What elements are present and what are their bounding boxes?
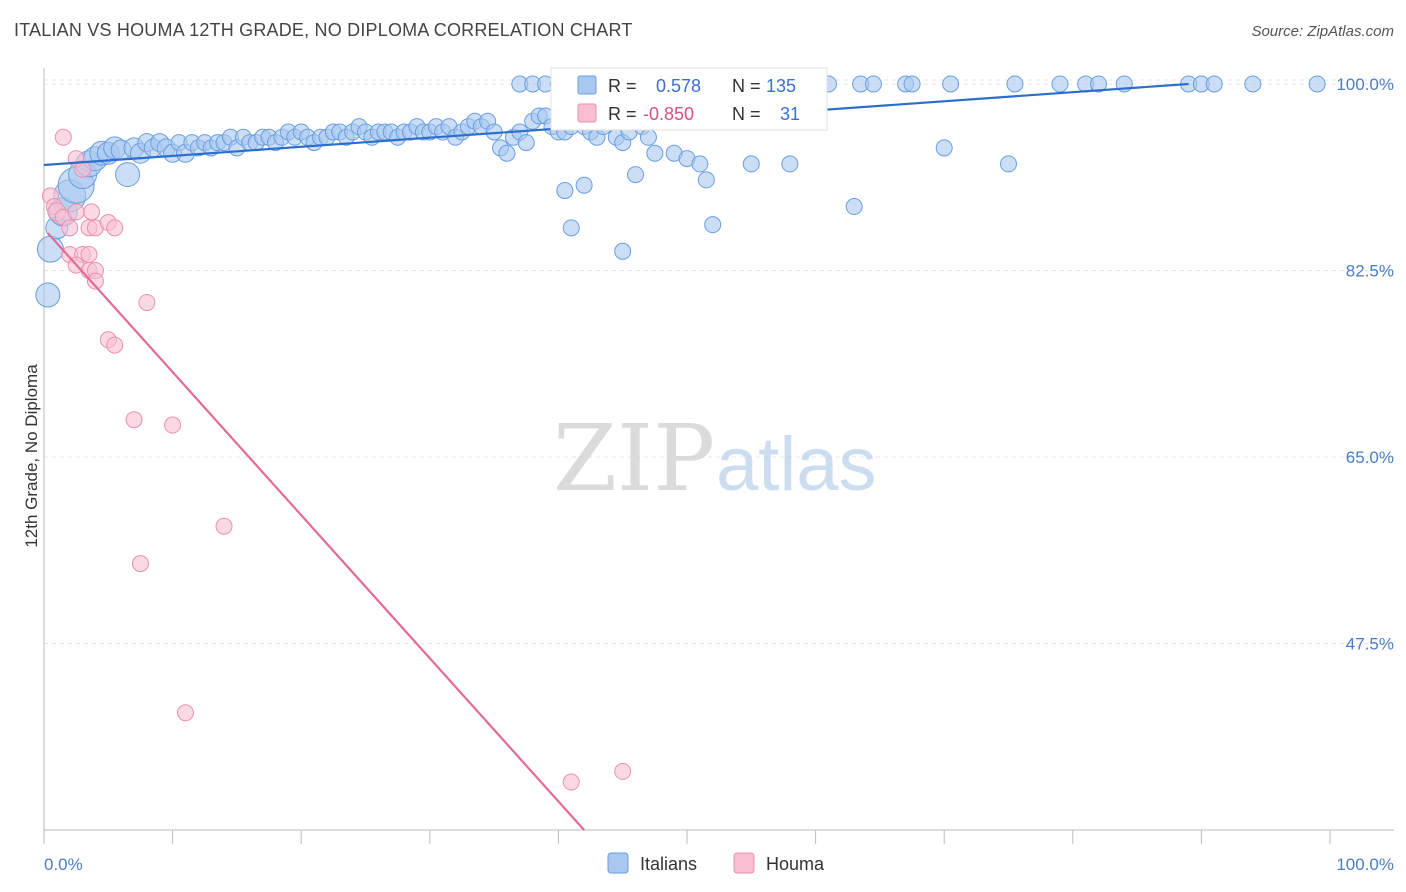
houma-point	[83, 203, 101, 221]
houma-point	[106, 219, 124, 237]
italians-point	[697, 171, 715, 189]
x-tick-marks	[43, 830, 1331, 844]
houma-trend-line	[47, 232, 585, 831]
italians-point	[903, 75, 921, 93]
stats-box: R = 0.578 N = 135 R = -0.850 N = 31	[550, 67, 828, 131]
italians-point	[845, 198, 863, 216]
stats-italians-n-value: 135	[766, 76, 796, 96]
italians-point	[1244, 75, 1262, 93]
stats-italians-r-label: R =	[608, 76, 637, 96]
italians-point	[517, 134, 535, 152]
houma-point	[106, 336, 124, 354]
italians-point	[942, 75, 960, 93]
italians-point	[115, 162, 141, 188]
x-tick-label-max: 100.0%	[1336, 855, 1394, 874]
italians-point	[575, 176, 593, 194]
houma-point	[176, 704, 194, 722]
italians-point	[614, 242, 632, 260]
source-label: Source: ZipAtlas.com	[1251, 23, 1394, 40]
italians-point	[646, 144, 664, 162]
y-tick-label: 47.5%	[1346, 634, 1394, 653]
houma-point	[67, 203, 85, 221]
italians-point	[498, 144, 516, 162]
x-tick-label-min: 0.0%	[44, 855, 83, 874]
y-axis-label: 12th Grade, No Diploma	[22, 364, 41, 548]
italians-point	[1308, 75, 1326, 93]
houma-point	[125, 411, 143, 429]
chart-title: ITALIAN VS HOUMA 12TH GRADE, NO DIPLOMA …	[14, 20, 633, 40]
stats-houma-r-value: -0.850	[643, 104, 694, 124]
stats-houma-swatch	[577, 103, 597, 123]
houma-point	[614, 762, 632, 780]
italians-point	[864, 75, 882, 93]
italians-point	[691, 155, 709, 173]
stats-italians-r-value: 0.578	[656, 76, 701, 96]
watermark-zip: ZIP	[553, 405, 715, 512]
italians-point	[1006, 75, 1024, 93]
houma-point	[80, 246, 98, 264]
stats-houma-n-label: N =	[732, 104, 761, 124]
houma-point	[131, 555, 149, 573]
houma-point	[138, 293, 156, 311]
houma-point	[54, 128, 72, 146]
italians-point	[627, 166, 645, 184]
legend-houma-label: Houma	[766, 854, 825, 874]
y-tick-label: 100.0%	[1336, 75, 1394, 94]
y-tick-label: 65.0%	[1346, 448, 1394, 467]
italians-point	[704, 216, 722, 234]
houma-point	[562, 773, 580, 791]
italians-point	[1205, 75, 1223, 93]
gridlines	[44, 79, 1394, 644]
series-italians-points	[35, 75, 1326, 308]
italians-point	[556, 182, 574, 200]
italians-point	[35, 282, 61, 308]
stats-box-frame	[550, 67, 828, 131]
stats-italians-n-label: N =	[732, 76, 761, 96]
houma-point	[164, 416, 182, 434]
legend: Italians Houma	[607, 852, 825, 874]
series-houma-points	[41, 128, 632, 791]
stats-italians-swatch	[577, 75, 597, 95]
italians-point	[36, 235, 64, 263]
italians-point	[1051, 75, 1069, 93]
stats-houma-n-value: 31	[780, 104, 800, 124]
y-tick-label: 82.5%	[1346, 261, 1394, 280]
watermark-atlas: atlas	[716, 422, 877, 507]
houma-point	[86, 272, 104, 290]
italians-point	[562, 219, 580, 237]
stats-houma-r-label: R =	[608, 104, 637, 124]
italians-point	[935, 139, 953, 157]
italians-point	[742, 155, 760, 173]
houma-point	[215, 517, 233, 535]
italians-point	[1000, 155, 1017, 173]
houma-point	[61, 219, 79, 237]
italians-point	[781, 155, 799, 173]
italians-point	[1090, 75, 1108, 93]
legend-houma-swatch	[733, 852, 755, 874]
legend-italians-swatch	[607, 852, 629, 874]
legend-italians-label: Italians	[640, 854, 697, 874]
y-tick-labels: 47.5% 65.0% 82.5% 100.0%	[1336, 75, 1394, 654]
italians-point	[639, 128, 657, 146]
